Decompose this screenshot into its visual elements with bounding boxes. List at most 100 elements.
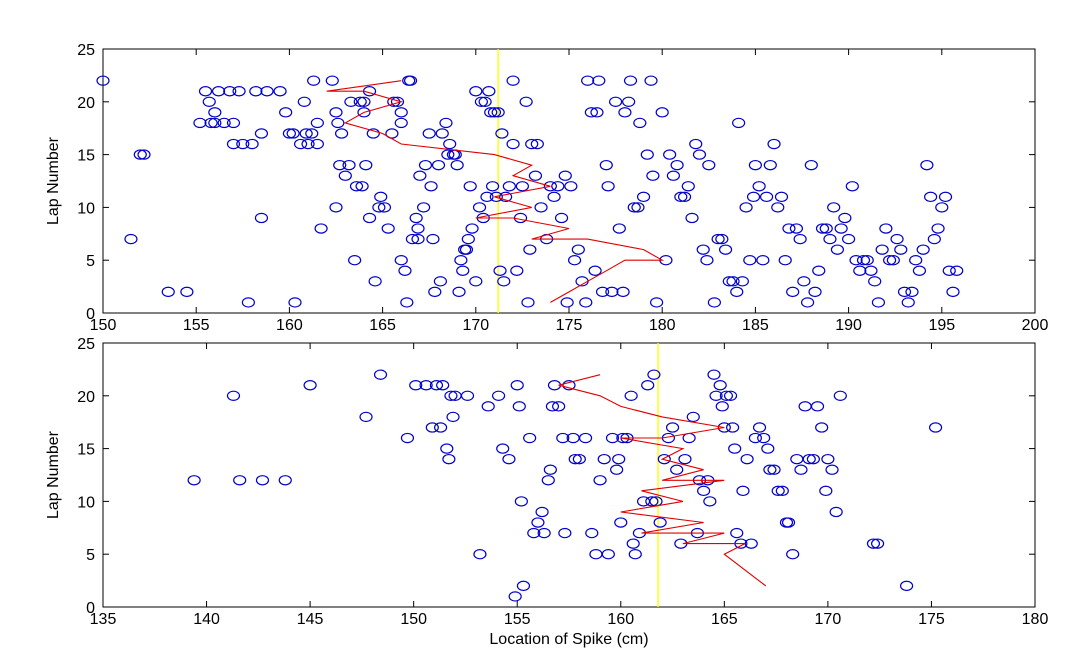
scatter-point [260, 86, 274, 97]
scatter-point [334, 128, 349, 139]
scatter-point [739, 202, 753, 213]
scatter-point [572, 453, 586, 465]
scatter-point [515, 181, 530, 192]
scatter-point [525, 138, 539, 150]
scatter-point [394, 255, 408, 266]
scatter-point [719, 390, 734, 401]
scatter-point [180, 286, 194, 298]
scatter-point [856, 255, 871, 266]
scatter-point [523, 244, 537, 255]
scatter-point [647, 369, 661, 380]
scatter-point [614, 517, 628, 528]
top-y-axis-label: Lap Number [45, 136, 62, 225]
scatter-point [663, 149, 677, 160]
scatter-point [495, 128, 509, 139]
scatter-point [653, 517, 667, 528]
scatter-point [845, 181, 859, 192]
scatter-point [793, 233, 807, 245]
x-tick-label: 155 [504, 611, 531, 628]
scatter-point [394, 117, 408, 129]
scatter-point [868, 276, 882, 287]
scatter-point [626, 538, 640, 549]
scatter-point [552, 401, 566, 412]
scatter-point [771, 485, 785, 497]
scatter-point [794, 464, 808, 475]
scatter-point [927, 233, 941, 245]
top-scatter-panel: 150 155 160 165 170 175 180 185 190 195 200 051015… [45, 42, 1048, 334]
scatter-point [528, 170, 543, 181]
scatter-point [473, 549, 487, 560]
scatter-point [740, 453, 754, 465]
scatter-point [314, 223, 328, 234]
scatter-point [531, 517, 545, 528]
scatter-point [413, 170, 427, 181]
scatter-point [821, 453, 835, 465]
scatter-point [441, 149, 455, 160]
scatter-point [584, 107, 598, 118]
scatter-point [187, 475, 201, 486]
scatter-point [713, 380, 727, 391]
scatter-point [562, 380, 576, 391]
scatter-point [440, 443, 454, 454]
scatter-point [506, 138, 520, 150]
scatter-point [692, 149, 707, 160]
scatter-point [815, 422, 829, 433]
scatter-point [786, 286, 800, 298]
scatter-point [879, 223, 893, 234]
scatter-point [551, 181, 565, 192]
scatter-point [527, 527, 541, 539]
scatter-point [806, 453, 820, 465]
scatter-point [886, 255, 900, 266]
scatter-point [409, 380, 423, 391]
x-tick-label: 155 [183, 317, 210, 334]
scatter-point [655, 107, 669, 118]
scatter-point [465, 223, 479, 234]
scatter-point [478, 96, 492, 108]
scatter-point [763, 159, 777, 171]
scatter-point [564, 181, 578, 192]
scatter-point [682, 432, 696, 444]
scatter-point [435, 128, 449, 139]
scatter-point [348, 255, 362, 266]
scatter-point [510, 265, 524, 276]
scatter-point [405, 233, 420, 245]
scatter-point [595, 286, 610, 298]
scatter-point [677, 191, 692, 203]
scatter-point [497, 276, 511, 287]
scatter-point [707, 369, 721, 380]
scatter-point [506, 75, 520, 86]
y-tick-label: 5 [86, 547, 95, 564]
scatter-point [411, 233, 425, 245]
scatter-point [254, 128, 269, 139]
x-tick-label: 165 [711, 611, 738, 628]
scatter-point [357, 107, 371, 118]
scatter-point [743, 255, 757, 266]
scatter-point [789, 223, 804, 234]
top-mean-line-group [326, 80, 665, 303]
scatter-point [644, 75, 658, 86]
y-tick-label: 20 [77, 389, 95, 406]
scatter-point [288, 297, 302, 308]
top-mean-line [326, 80, 665, 303]
scatter-point [924, 191, 938, 203]
scatter-point [530, 138, 544, 150]
scatter-point [650, 297, 664, 308]
scatter-point [487, 107, 502, 118]
scatter-point [823, 233, 837, 245]
scatter-point [543, 464, 557, 475]
scatter-point [310, 138, 324, 150]
x-tick-label: 160 [276, 317, 303, 334]
bottom-mean-line-group [558, 374, 767, 587]
scatter-point [711, 233, 725, 245]
y-tick-label: 25 [77, 42, 95, 59]
scatter-point [827, 202, 841, 213]
scatter-point [916, 244, 930, 255]
scatter-point [208, 107, 222, 118]
scatter-point [748, 159, 763, 171]
scatter-point [781, 517, 796, 528]
scatter-point [541, 475, 555, 486]
scatter-point [403, 75, 418, 86]
scatter-point [333, 159, 347, 171]
bottom-y-ticks: 0 5 10 15 20 25 [77, 336, 1035, 617]
